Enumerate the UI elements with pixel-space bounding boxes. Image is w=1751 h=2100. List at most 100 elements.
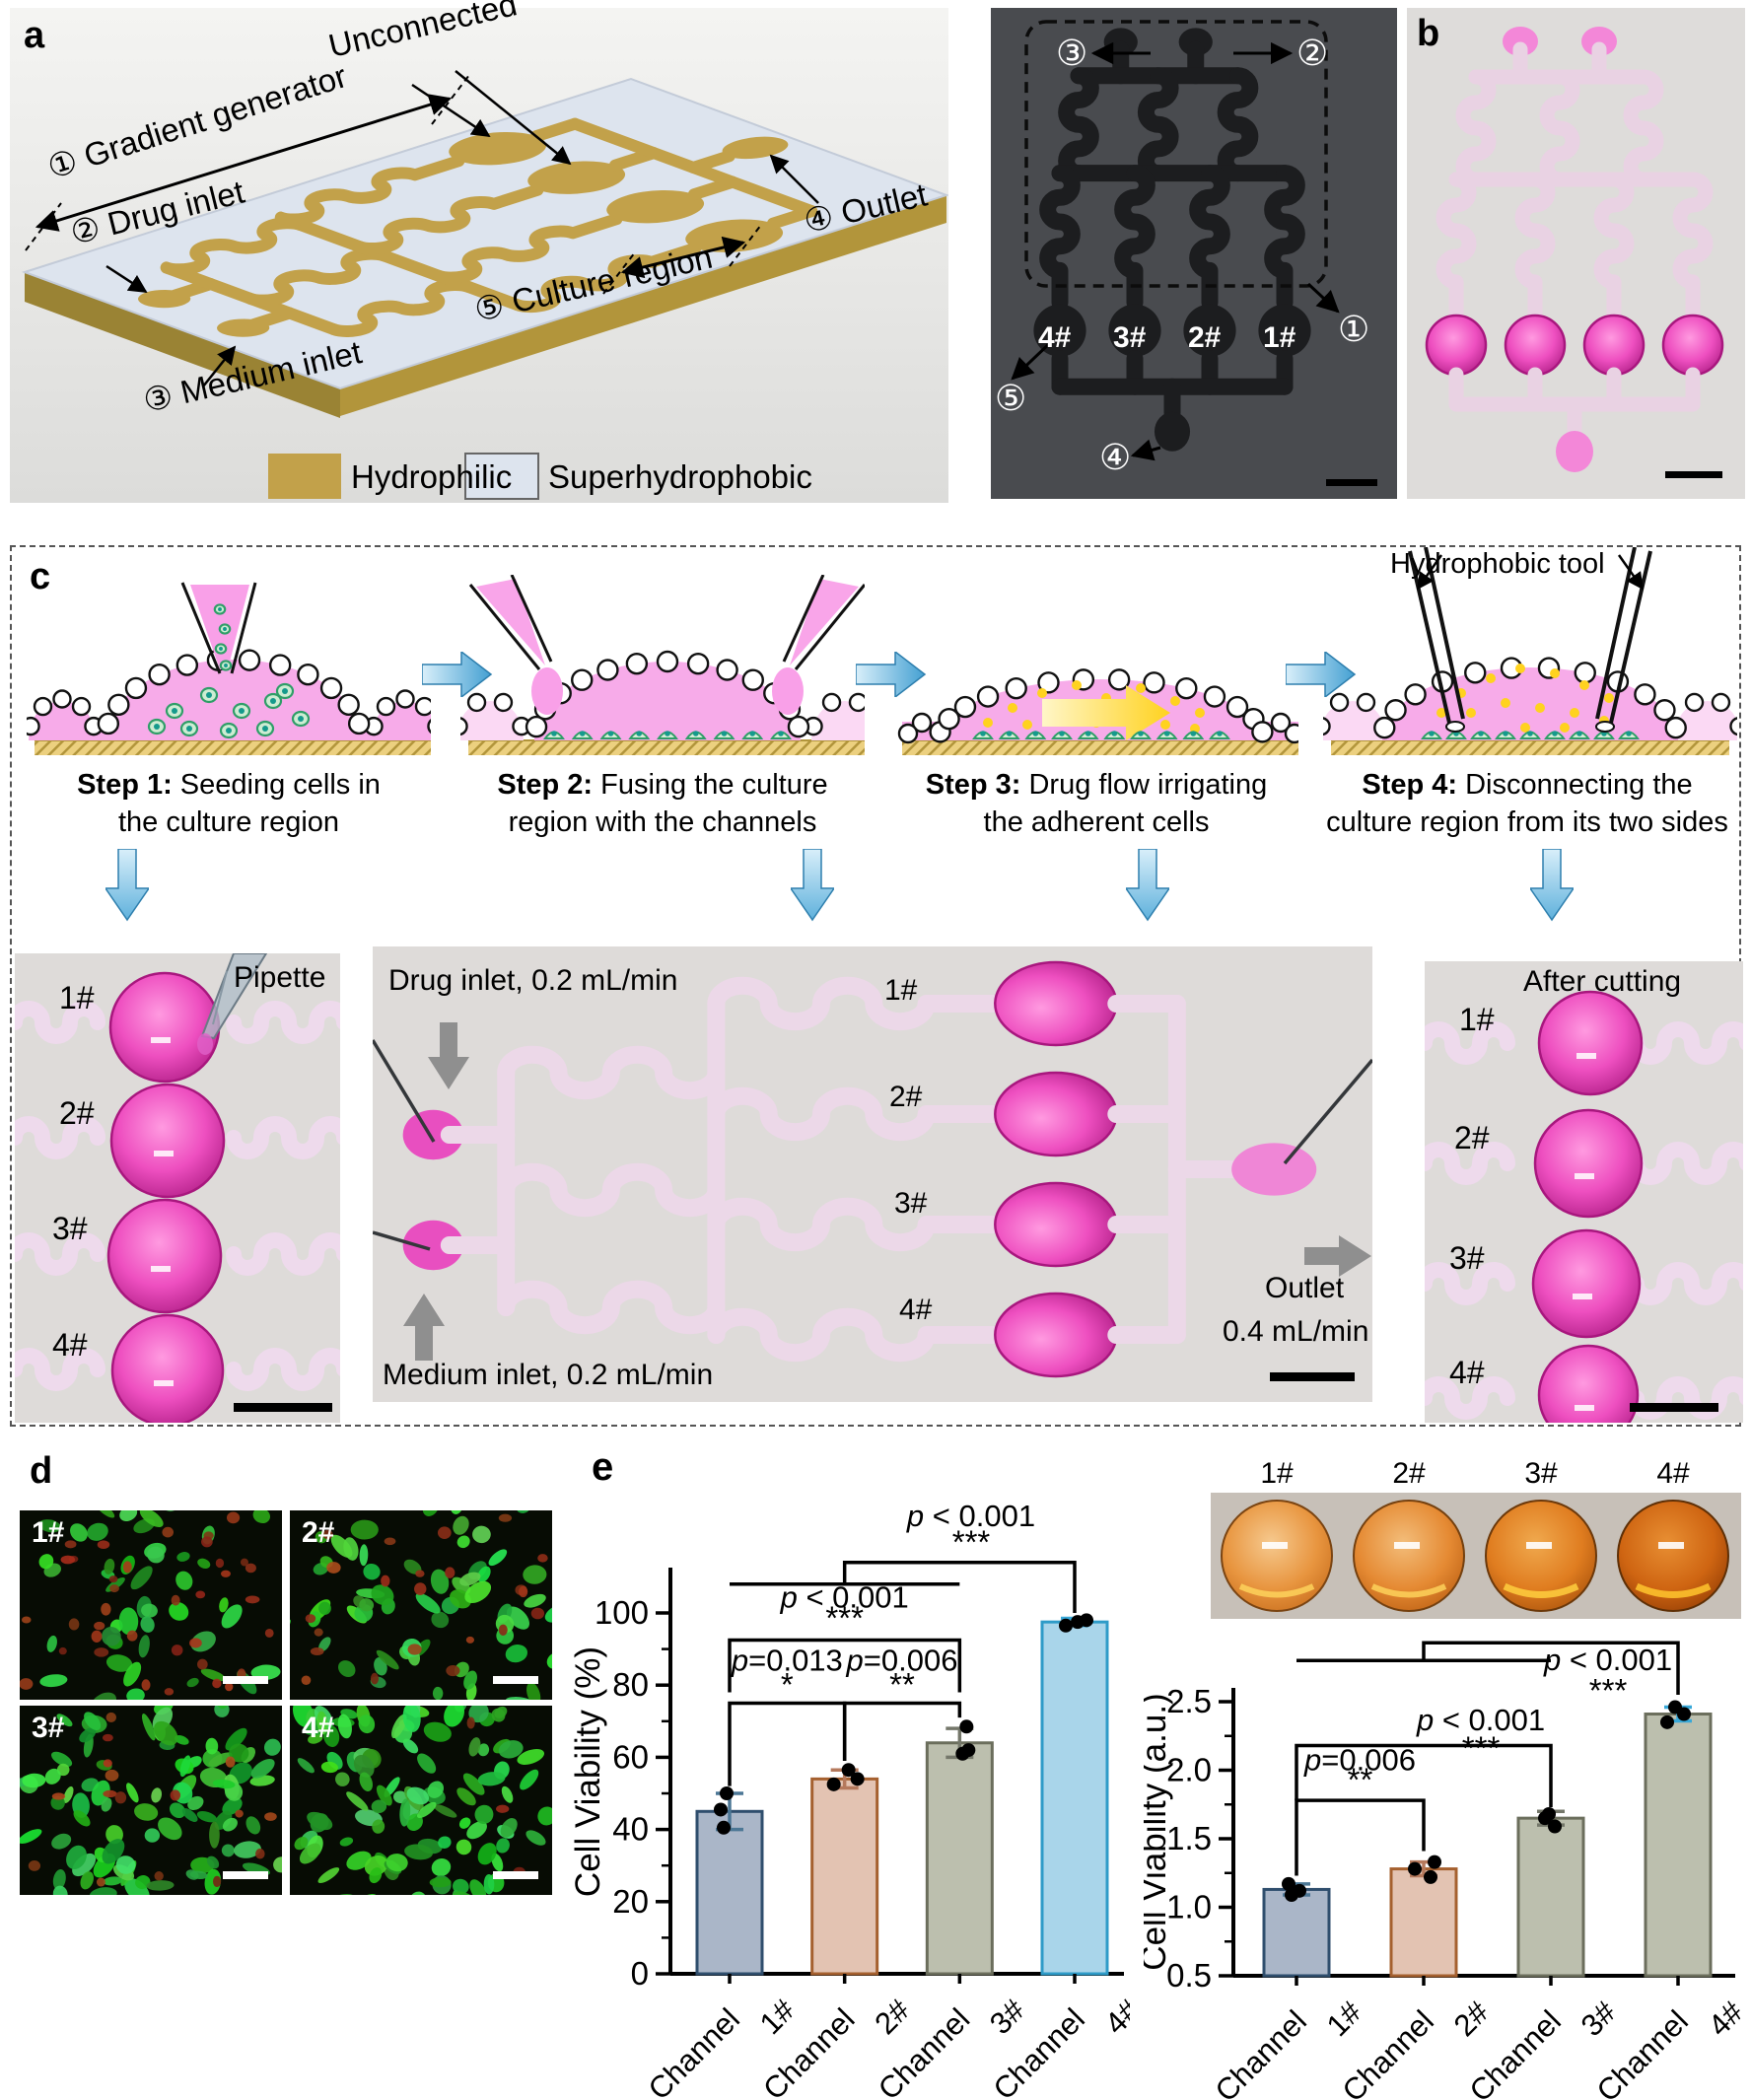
gradient-generator-outline [1024,20,1328,288]
down-arrow-icon [1530,849,1574,922]
after-cutting-label: After cutting [1523,965,1682,998]
outlet-rate-label: 0.4 mL/min [1223,1315,1369,1348]
step3-caption: Step 3: Drug flow irrigating the adheren… [894,766,1298,842]
orange-droplets-photo [1211,1493,1741,1619]
row-4-label: 4# [899,1294,933,1326]
svg-text:80: 80 [612,1666,649,1703]
legend-label-superhydrophobic: Superhydrophobic [548,458,812,495]
step4-bold: Step 4: [1362,769,1458,801]
droplet-4-label: 4# [1656,1457,1690,1490]
row-3-label: 3# [1449,1240,1485,1276]
legend-swatch-superhydrophobic [464,453,539,500]
right-arrow-icon [422,652,493,697]
svg-text:**: ** [1348,1761,1373,1797]
panel-b-drawing [1407,8,1745,499]
scale-bar [493,1871,538,1879]
label-hydrophobic-tool: Hydrophobic tool [1390,548,1605,580]
svg-text:p < 0.001: p < 0.001 [1543,1643,1672,1677]
pipette-label: Pipette [234,961,326,994]
fluorescence-tile-3: 3# [20,1706,282,1895]
svg-text:Cell Viability (a.u.): Cell Viability (a.u.) [1144,1693,1173,1970]
step2-illustration [460,575,865,755]
svg-text:2.0: 2.0 [1166,1752,1212,1788]
step4-illustration [1323,547,1737,755]
row-1-label: 1# [884,974,918,1007]
flow-photo-drawing [373,946,1372,1402]
tile-label: 4# [302,1712,335,1744]
row-1-label: 1# [59,980,95,1015]
step2-caption: Step 2: Fusing the culture region with t… [460,766,865,842]
svg-text:0: 0 [631,1955,649,1992]
channel-2-label: 2# [1188,321,1222,354]
step3-line1: Drug flow irrigating [1020,769,1268,801]
legend-swatch-hydrophilic [268,454,341,499]
step1-caption: Step 1: Seeding cells in the culture reg… [27,766,431,842]
seed-photo-drawing [15,953,340,1423]
device-photo-drawing [991,8,1397,499]
marker-2: ② [1296,33,1329,73]
panel-a-photo: ③ ② ① ⑤ ④ 4# 3# 2# 1# [991,8,1397,499]
cut-photo-drawing [1425,990,1743,1423]
tile-label: 3# [32,1712,65,1744]
seed-photo: 1# 2# 3# 4# Pipette [15,953,340,1423]
flow-photo: Drug inlet, 0.2 mL/min Medium inlet, 0.2… [373,946,1372,1402]
scale-bar [223,1676,268,1684]
svg-text:**: ** [889,1666,915,1703]
scale-bar [1665,471,1722,478]
step4-line2: culture region from its two sides [1326,806,1728,839]
step1-illustration [27,582,431,755]
step3-illustration [897,668,1298,755]
step1-line1: Seeding cells in [172,769,381,801]
svg-text:***: *** [1589,1672,1628,1709]
step4-line1: Disconnecting the [1457,769,1693,801]
svg-text:Cell Viability (%): Cell Viability (%) [572,1646,607,1897]
fluorescence-tile-1: 1# [20,1510,282,1700]
step3-bold: Step 3: [925,769,1021,801]
down-arrow-icon [1126,849,1169,922]
scale-bar [1630,1403,1718,1412]
step2-line2: region with the channels [508,806,817,839]
row-2-label: 2# [889,1081,923,1113]
scale-bar [1326,479,1377,486]
right-arrow-icon [1286,652,1357,697]
svg-text:***: *** [825,1599,864,1636]
svg-text:2.5: 2.5 [1166,1683,1212,1719]
marker-5: ⑤ [995,378,1027,418]
step2-bold: Step 2: [497,769,594,801]
panel-a-schematic: a ① Gradient generator Unconnected ② Dru… [10,0,948,503]
step2-line1: Fusing the culture [593,769,828,801]
svg-text:1.0: 1.0 [1166,1889,1212,1925]
droplet-3-label: 3# [1524,1457,1558,1490]
tile-label: 1# [32,1516,65,1549]
fluorescence-image [290,1706,552,1895]
fluorescence-tile-2: 2# [290,1510,552,1700]
marker-4: ④ [1099,437,1132,477]
channel-4-label: 4# [1038,321,1072,354]
down-arrow-icon [105,849,149,922]
svg-text:p < 0.001: p < 0.001 [1416,1703,1545,1737]
fluorescence-tile-4: 4# [290,1706,552,1895]
outlet-flow-label: Outlet [1265,1272,1345,1304]
droplet-1-label: 1# [1260,1457,1294,1490]
svg-text:*: * [781,1666,794,1703]
panel-c: c Hydrophobic tool Step 1: Seeding cells… [10,545,1743,1427]
step1-bold: Step 1: [77,769,173,801]
down-arrow-icon [791,849,834,922]
svg-text:40: 40 [612,1811,649,1848]
panel-e-label: e [592,1445,614,1489]
tile-label: 2# [302,1516,335,1549]
panel-b-photo: b [1407,8,1745,499]
row-3-label: 3# [52,1211,88,1246]
row-2-label: 2# [1454,1120,1490,1155]
svg-text:p=0.006: p=0.006 [1303,1743,1416,1778]
step1-line2: the culture region [117,806,340,839]
svg-text:***: *** [1462,1729,1501,1766]
device-schematic-drawing [21,70,948,500]
svg-text:0.5: 0.5 [1166,1957,1212,1994]
scale-bar [223,1871,268,1879]
drug-inlet-flow-label: Drug inlet, 0.2 mL/min [388,964,678,997]
